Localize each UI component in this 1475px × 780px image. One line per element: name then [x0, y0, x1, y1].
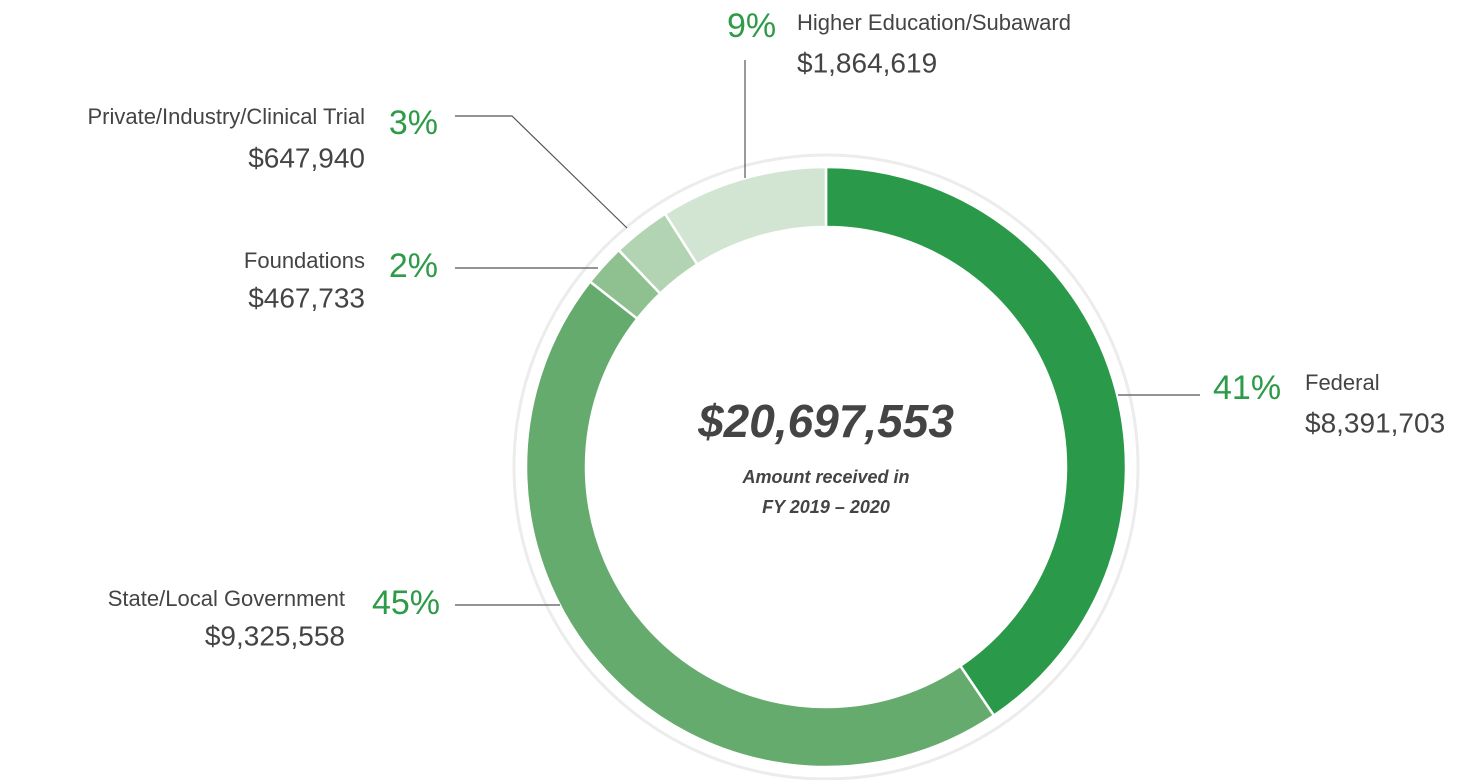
amount-label: $9,325,558	[205, 620, 345, 651]
donut-slice	[824, 165, 1128, 718]
category-label: Higher Education/Subaward	[797, 10, 1071, 35]
percent-label: 45%	[372, 584, 440, 622]
percent-label: 9%	[727, 7, 776, 45]
donut-slice	[524, 279, 996, 769]
amount-label: $8,391,703	[1305, 407, 1445, 438]
amount-label: $1,864,619	[797, 47, 937, 78]
category-label: State/Local Government	[108, 586, 345, 611]
amount-label: $647,940	[248, 142, 365, 173]
percent-label: 41%	[1213, 369, 1281, 407]
percent-label: 2%	[389, 247, 438, 285]
donut-slice	[663, 165, 828, 267]
category-label: Federal	[1305, 370, 1380, 395]
amount-label: $467,733	[248, 282, 365, 313]
category-label: Foundations	[244, 248, 365, 273]
center-text: Amount received in	[741, 467, 909, 487]
center-text: FY 2019 – 2020	[762, 497, 890, 517]
total-label: $20,697,553	[697, 395, 954, 447]
leader-line	[455, 115, 628, 229]
donut-halo	[512, 153, 1140, 780]
category-label: Private/Industry/Clinical Trial	[87, 104, 365, 129]
percent-label: 3%	[389, 104, 438, 142]
